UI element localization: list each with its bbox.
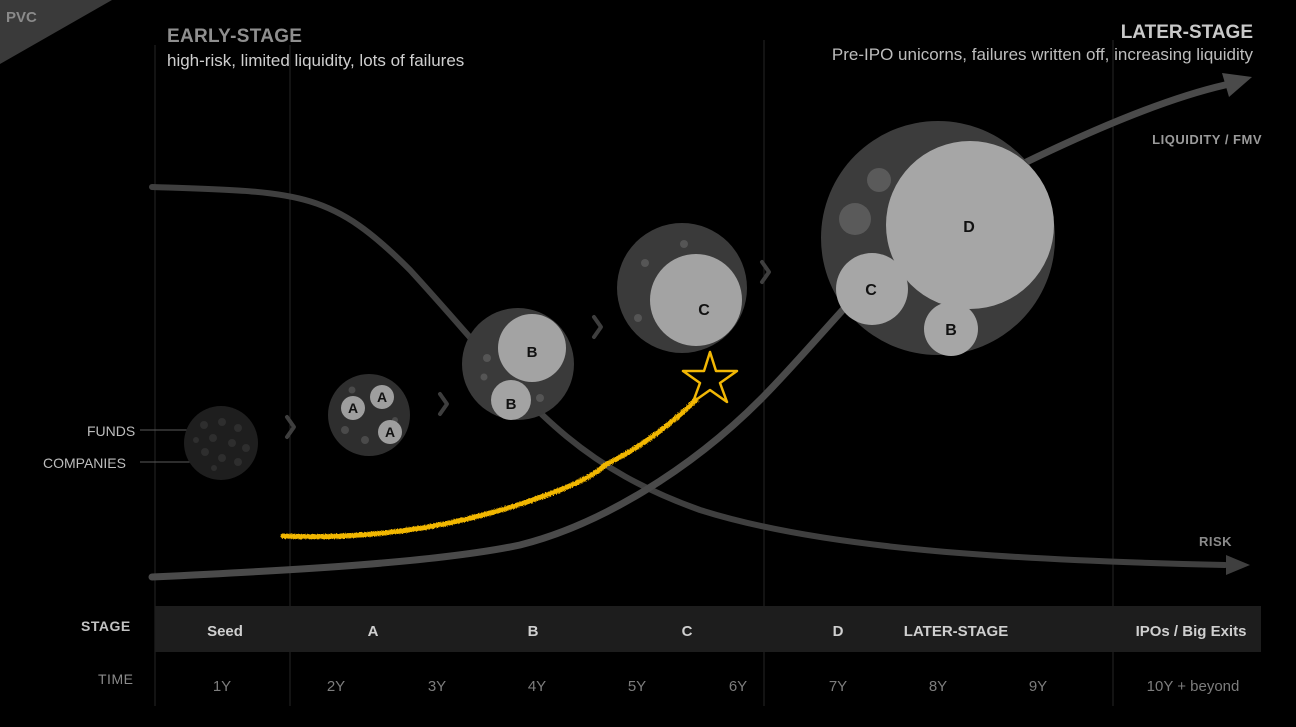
round-a-bubble: A A A [328,374,410,456]
chevron-right-icon [760,260,771,284]
time-8y: 8Y [928,678,948,695]
round-c-bubble: C [617,223,747,353]
round-b-label-1: B [527,344,538,361]
later-b-label: B [945,322,957,339]
stage-seed: Seed [207,623,243,640]
liquidity-curve [148,81,1229,581]
round-a-label-3: A [385,424,395,440]
risk-curve [149,184,1228,568]
stage-band [155,606,1261,652]
stage-row-header: STAGE [81,618,131,634]
time-2y: 2Y [326,678,346,695]
stage-ipo: IPOs / Big Exits [1135,623,1247,640]
star-icon [681,350,739,404]
risk-arrowhead [1226,555,1250,575]
stage-later: LATER-STAGE [903,623,1009,640]
round-b-label-2: B [506,396,517,413]
stage-d: D [832,623,844,640]
round-a-label-1: A [348,400,358,416]
round-c-label: C [698,302,710,319]
round-b-bubble: B B [462,308,574,420]
corner-label: PVC [6,9,37,26]
time-7y: 7Y [828,678,848,695]
legend-funds: FUNDS [87,423,136,439]
later-c-label: C [865,282,877,299]
time-row-header: TIME [98,671,134,687]
later-stage-title: LATER-STAGE [1120,22,1253,43]
time-10y-beyond: 10Y + beyond [1146,678,1240,695]
time-3y: 3Y [427,678,447,695]
liquidity-label: LIQUIDITY / FMV [1152,132,1262,147]
stage-a: A [367,623,379,640]
time-1y: 1Y [212,678,232,695]
stage-b: B [527,623,539,640]
column-dividers [154,40,1114,706]
chevron-right-icon [592,315,603,339]
time-9y: 9Y [1028,678,1048,695]
early-stage-title: EARLY-STAGE [167,26,303,47]
chevron-right-icon [438,392,449,416]
round-a-label-2: A [377,389,387,405]
seed-fund-bubble [184,406,258,480]
risk-label: RISK [1198,534,1232,549]
later-stage-subtitle: Pre-IPO unicorns, failures written off, … [831,45,1253,64]
legend-companies: COMPANIES [43,455,126,471]
corner-tab [0,0,112,64]
later-d-label: D [963,219,975,236]
time-4y: 4Y [527,678,547,695]
stage-c: C [681,623,693,640]
highlight-path [280,397,699,540]
early-stage-subtitle: high-risk, limited liquidity, lots of fa… [167,51,465,70]
time-5y: 5Y [627,678,647,695]
time-6y: 6Y [728,678,748,695]
later-stage-bubble: D C B [821,121,1055,356]
liquidity-arrowhead [1222,73,1252,97]
chevron-right-icon [285,415,296,439]
